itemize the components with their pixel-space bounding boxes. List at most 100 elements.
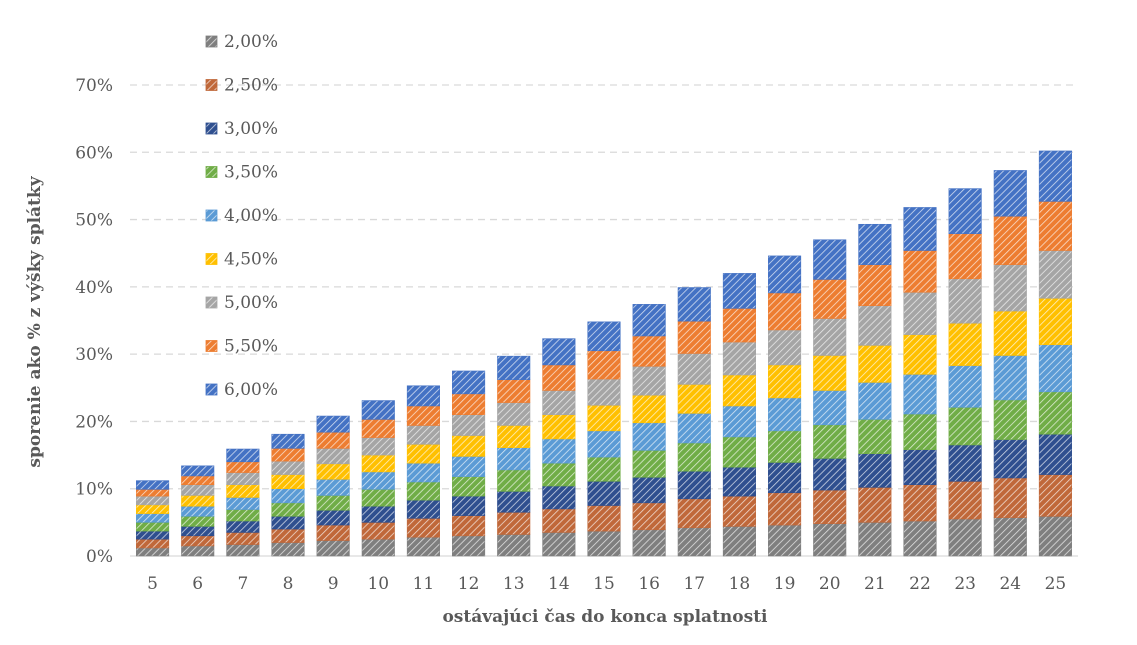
bar-segment xyxy=(316,448,350,465)
bar-segment xyxy=(136,489,170,497)
bar-segment xyxy=(406,385,440,407)
bar-segment xyxy=(542,390,576,415)
bar-segment xyxy=(587,505,621,532)
bar-segment xyxy=(677,442,711,472)
bar-segment xyxy=(406,444,440,464)
bar-segment xyxy=(993,215,1027,265)
bar-segment xyxy=(948,188,982,235)
bar-segment xyxy=(181,465,215,477)
bar-segment xyxy=(948,518,982,557)
bar-segment xyxy=(677,353,711,385)
bar-segment xyxy=(181,535,215,547)
bar-segment xyxy=(452,370,486,395)
bar-segment xyxy=(271,488,305,504)
y-tick-label: 10% xyxy=(75,480,113,500)
bar-segment xyxy=(903,484,937,522)
bar-segment xyxy=(993,517,1027,557)
bar-segment xyxy=(722,308,756,343)
bar-segment xyxy=(497,469,531,492)
bar-segment xyxy=(542,462,576,487)
bar-segment xyxy=(316,540,350,557)
bar-segment xyxy=(858,305,892,346)
bar-segment xyxy=(632,502,666,531)
bar-segment xyxy=(948,365,982,408)
bar-segment xyxy=(452,535,486,557)
bar-segment xyxy=(1038,297,1072,346)
bar-segment xyxy=(361,454,395,473)
bar-segment xyxy=(542,438,576,464)
bar-segment xyxy=(406,425,440,445)
bar-segment xyxy=(587,378,621,406)
legend-label: 5,00% xyxy=(224,293,278,313)
bar-segment xyxy=(768,329,802,366)
bar-segment xyxy=(497,402,531,426)
bar-segment xyxy=(858,264,892,306)
bar-segment xyxy=(587,430,621,458)
bar-segment xyxy=(226,544,260,557)
bar-segment xyxy=(181,495,215,507)
bar-segment xyxy=(768,255,802,294)
bar-segment xyxy=(406,499,440,519)
bar-segment xyxy=(316,463,350,480)
bar-segment xyxy=(181,545,215,557)
bar-segment xyxy=(542,508,576,533)
legend-item: 3,00% xyxy=(205,119,278,139)
legend-swatch xyxy=(205,209,218,222)
bar-segment xyxy=(948,278,982,324)
bar-segment xyxy=(722,273,756,309)
bar-segment xyxy=(316,415,350,433)
bar-segment xyxy=(1038,433,1072,475)
bar-segment xyxy=(181,516,215,527)
legend-label: 6,00% xyxy=(224,380,278,400)
bar-segment xyxy=(993,264,1027,312)
legend-item: 5,50% xyxy=(205,337,278,357)
legend-item: 2,00% xyxy=(205,32,278,52)
bar-segment xyxy=(136,480,170,490)
bar-segment xyxy=(542,532,576,557)
bar-segment xyxy=(406,462,440,483)
legend-swatch xyxy=(205,340,218,352)
bar-segment xyxy=(768,430,802,463)
legend-item: 3,50% xyxy=(205,163,278,183)
bar-segment xyxy=(226,532,260,545)
bar-segment xyxy=(768,292,802,331)
bar-segment xyxy=(903,449,937,485)
bar-segment xyxy=(813,424,847,459)
bar-segment xyxy=(632,365,666,396)
bar-segment xyxy=(316,524,350,541)
bar-segment xyxy=(1038,250,1072,299)
bar-segment xyxy=(858,522,892,557)
y-tick-label: 60% xyxy=(75,143,113,163)
bar-segment xyxy=(181,475,215,485)
bar-segment xyxy=(858,487,892,523)
bar-segment xyxy=(1038,516,1072,557)
bar-segment xyxy=(948,233,982,280)
legend-swatch xyxy=(205,296,218,309)
x-tick-label: 21 xyxy=(864,574,886,594)
bar-segment xyxy=(226,448,260,463)
bar-segment xyxy=(542,364,576,391)
bar-segment xyxy=(542,485,576,510)
bar-segment xyxy=(136,495,170,506)
bar-segment xyxy=(316,495,350,511)
bar-segment xyxy=(948,322,982,366)
bar-segment xyxy=(813,355,847,391)
bar-segment xyxy=(542,338,576,366)
bar-segment xyxy=(587,530,621,557)
legend-label: 5,50% xyxy=(224,337,278,357)
bar-segment xyxy=(948,481,982,520)
bar-segment xyxy=(361,538,395,557)
bar-segment xyxy=(497,425,531,448)
legend-item: 4,00% xyxy=(205,206,278,226)
bar-segment xyxy=(677,320,711,354)
bar-segment xyxy=(271,433,305,449)
bar-segment xyxy=(813,279,847,319)
bar-segment xyxy=(136,504,170,514)
x-tick-label: 7 xyxy=(237,574,248,594)
bar-segment xyxy=(406,405,440,426)
bar-segment xyxy=(1038,201,1072,251)
legend-item: 6,00% xyxy=(205,380,278,400)
x-tick-labels: 5 6 7 8 9 10 11 12 13 14 15 16 17 18 19 20 21 22 23 24 25 xyxy=(147,574,1066,594)
